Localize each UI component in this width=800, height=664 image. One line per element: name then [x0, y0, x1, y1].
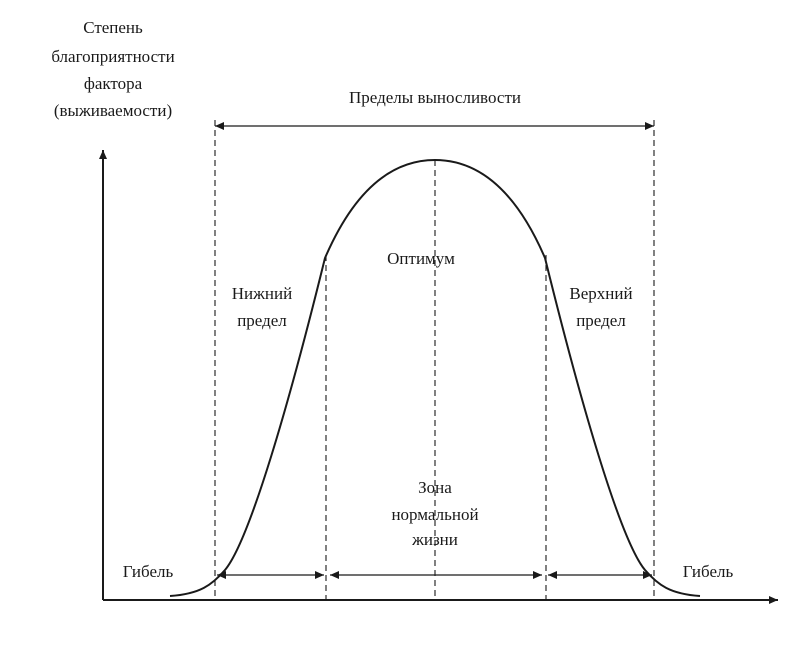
death-left-label: Гибель — [123, 562, 174, 581]
death-right-label: Гибель — [683, 562, 734, 581]
normal-zone-label-line-3: жизни — [411, 530, 458, 549]
y-axis-label: Степень благоприятности фактора (выживае… — [51, 18, 174, 120]
normal-zone-label: Зона нормальной жизни — [391, 478, 478, 549]
y-axis-label-line-1: Степень — [83, 18, 143, 37]
upper-limit-label-line-1: Верхний — [569, 284, 632, 303]
endurance-label: Пределы выносливости — [349, 88, 521, 107]
y-axis-label-line-2: благоприятности — [51, 47, 174, 66]
y-axis-label-line-3: фактора — [84, 74, 143, 93]
optimum-label: Оптимум — [387, 249, 455, 268]
normal-zone-label-line-1: Зона — [418, 478, 452, 497]
lower-limit-label-line-2: предел — [237, 311, 287, 330]
tolerance-curve — [169, 158, 701, 597]
lower-limit-label-line-1: Нижний — [232, 284, 292, 303]
upper-limit-label-line-2: предел — [576, 311, 626, 330]
y-axis-label-line-4: (выживаемости) — [54, 101, 172, 120]
upper-limit-label: Верхний предел — [569, 284, 632, 330]
normal-zone-label-line-2: нормальной — [391, 505, 478, 524]
lower-limit-label: Нижний предел — [232, 284, 292, 330]
